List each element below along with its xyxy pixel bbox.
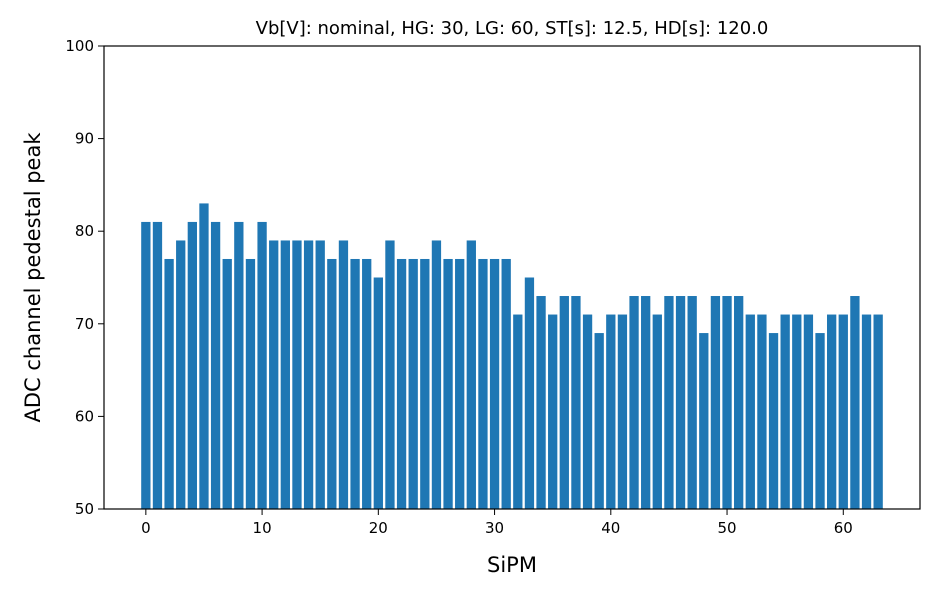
bar-sipm-34 <box>536 296 546 509</box>
bar-sipm-17 <box>338 240 349 509</box>
bar-sipm-43 <box>641 296 651 509</box>
x-tick-label: 50 <box>717 519 736 537</box>
bar-sipm-4 <box>187 221 197 509</box>
y-tick-label: 100 <box>65 37 94 55</box>
bar-sipm-3 <box>176 240 186 509</box>
bar-sipm-27 <box>455 258 465 509</box>
y-axis-label: ADC channel pedestal peak <box>21 132 45 423</box>
bar-sipm-32 <box>513 314 523 509</box>
bar-sipm-22 <box>396 258 407 509</box>
y-tick-label: 50 <box>75 500 94 518</box>
y-tick-label: 60 <box>75 407 94 425</box>
bar-sipm-14 <box>303 240 314 509</box>
y-tick-label: 80 <box>75 222 94 240</box>
bar-sipm-31 <box>501 258 511 509</box>
x-ticks-group: 0 10 20 30 40 50 60 <box>141 509 853 537</box>
bar-sipm-61 <box>850 296 860 509</box>
bar-sipm-37 <box>571 296 581 509</box>
bar-sipm-9 <box>245 258 256 509</box>
bar-sipm-21 <box>385 240 395 509</box>
bar-sipm-62 <box>861 314 872 509</box>
bar-sipm-46 <box>675 296 686 509</box>
bar-sipm-18 <box>350 258 360 509</box>
bar-sipm-19 <box>362 258 372 509</box>
bar-sipm-24 <box>420 258 430 509</box>
bar-sipm-52 <box>745 314 755 509</box>
bar-sipm-28 <box>466 240 476 509</box>
x-tick-label: 30 <box>485 519 504 537</box>
bar-sipm-35 <box>548 314 558 509</box>
y-tick-label: 70 <box>75 315 94 333</box>
bar-sipm-49 <box>710 296 721 509</box>
bar-sipm-10 <box>257 221 267 509</box>
bar-sipm-41 <box>617 314 628 509</box>
bar-sipm-30 <box>489 258 500 509</box>
bar-sipm-12 <box>280 240 290 509</box>
bar-sipm-50 <box>722 296 732 509</box>
bar-sipm-15 <box>315 240 325 509</box>
bar-sipm-11 <box>269 240 279 509</box>
bar-sipm-33 <box>524 277 535 509</box>
bar-sipm-44 <box>652 314 662 509</box>
bar-sipm-45 <box>664 296 674 509</box>
bar-sipm-55 <box>780 314 790 509</box>
bar-sipm-0 <box>141 221 151 509</box>
bar-sipm-53 <box>757 314 767 509</box>
bar-sipm-59 <box>827 314 837 509</box>
bar-sipm-40 <box>606 314 616 509</box>
bars-group <box>141 203 883 510</box>
bar-sipm-7 <box>222 258 232 509</box>
x-tick-label: 20 <box>369 519 388 537</box>
bar-sipm-58 <box>815 333 825 509</box>
bar-sipm-51 <box>734 296 744 509</box>
bar-sipm-25 <box>431 240 442 509</box>
bar-sipm-54 <box>768 333 779 509</box>
bar-sipm-13 <box>292 240 302 509</box>
x-tick-label: 60 <box>834 519 853 537</box>
y-tick-label: 90 <box>75 130 94 148</box>
x-tick-label: 10 <box>253 519 272 537</box>
bar-sipm-2 <box>164 258 174 509</box>
bar-sipm-60 <box>838 314 848 509</box>
bar-sipm-42 <box>629 296 639 509</box>
bar-sipm-20 <box>373 277 383 509</box>
bar-sipm-26 <box>443 258 453 509</box>
y-ticks-group: 50 60 70 80 90 100 <box>65 37 104 518</box>
bar-sipm-23 <box>408 258 418 509</box>
bar-sipm-47 <box>687 296 697 509</box>
bar-sipm-36 <box>559 296 569 509</box>
chart-title: Vb[V]: nominal, HG: 30, LG: 60, ST[s]: 1… <box>256 18 769 39</box>
bar-sipm-57 <box>803 314 814 509</box>
bar-sipm-39 <box>594 333 604 509</box>
bar-sipm-8 <box>234 221 244 509</box>
bar-sipm-63 <box>873 314 883 509</box>
x-tick-label: 0 <box>141 519 151 537</box>
bar-sipm-16 <box>327 258 337 509</box>
bar-sipm-48 <box>699 333 709 509</box>
x-axis-label: SiPM <box>487 553 537 577</box>
bar-sipm-1 <box>152 221 163 509</box>
bar-sipm-29 <box>478 258 488 509</box>
bar-sipm-38 <box>582 314 593 509</box>
bar-sipm-5 <box>199 203 209 510</box>
plot-frame <box>103 45 921 510</box>
bar-sipm-6 <box>210 221 221 509</box>
x-tick-label: 40 <box>601 519 620 537</box>
bar-sipm-56 <box>792 314 802 509</box>
